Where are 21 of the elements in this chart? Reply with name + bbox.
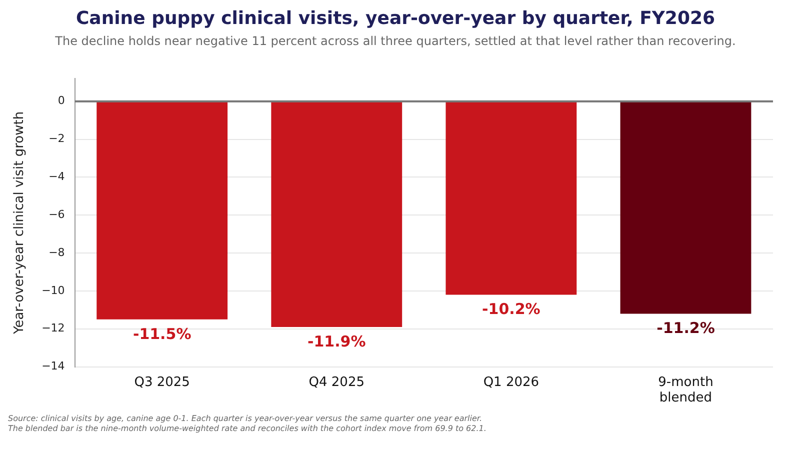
x-tick-label: Q1 2026 xyxy=(483,374,540,390)
chart-title: Canine puppy clinical visits, year-over-year by quarter, FY2026 xyxy=(74,8,716,29)
text: The blended bar is the nine-month volume-weighted rate and reconciles with the cohort index move from 69.9 to 62.1. xyxy=(8,424,488,434)
chart-subtitle: The decline holds near negative 11 percent across all three quarters, settled at that level rather than recovering. xyxy=(54,34,737,48)
y-tick-label: −6 xyxy=(48,208,65,221)
y-tick-label: −4 xyxy=(48,170,65,184)
source-note: Source: clinical visits by age, canine age 0-1. Each quarter is year-over-year versus the same quarter one year earlier. xyxy=(8,414,483,424)
y-axis-title: Year-over-year clinical visit growth xyxy=(12,111,28,336)
y-tick-label: 0 xyxy=(58,94,65,108)
y-tick-label: −12 xyxy=(42,322,65,335)
data-label: -11.2% xyxy=(656,319,715,338)
x-tick-label: 9-month blended xyxy=(658,374,714,406)
y-tick-label: −2 xyxy=(48,132,65,146)
y-tick-label: −10 xyxy=(42,284,65,297)
data-label: -10.2% xyxy=(482,300,540,318)
x-tick-label: Q3 2025 xyxy=(134,374,190,390)
y-tick-label: −8 xyxy=(48,246,65,259)
data-label: -11.5% xyxy=(132,324,192,343)
y-tick-label: −14 xyxy=(42,360,65,373)
x-tick-label: Q4 2025 xyxy=(308,374,364,390)
data-label: -11.9% xyxy=(308,332,366,350)
